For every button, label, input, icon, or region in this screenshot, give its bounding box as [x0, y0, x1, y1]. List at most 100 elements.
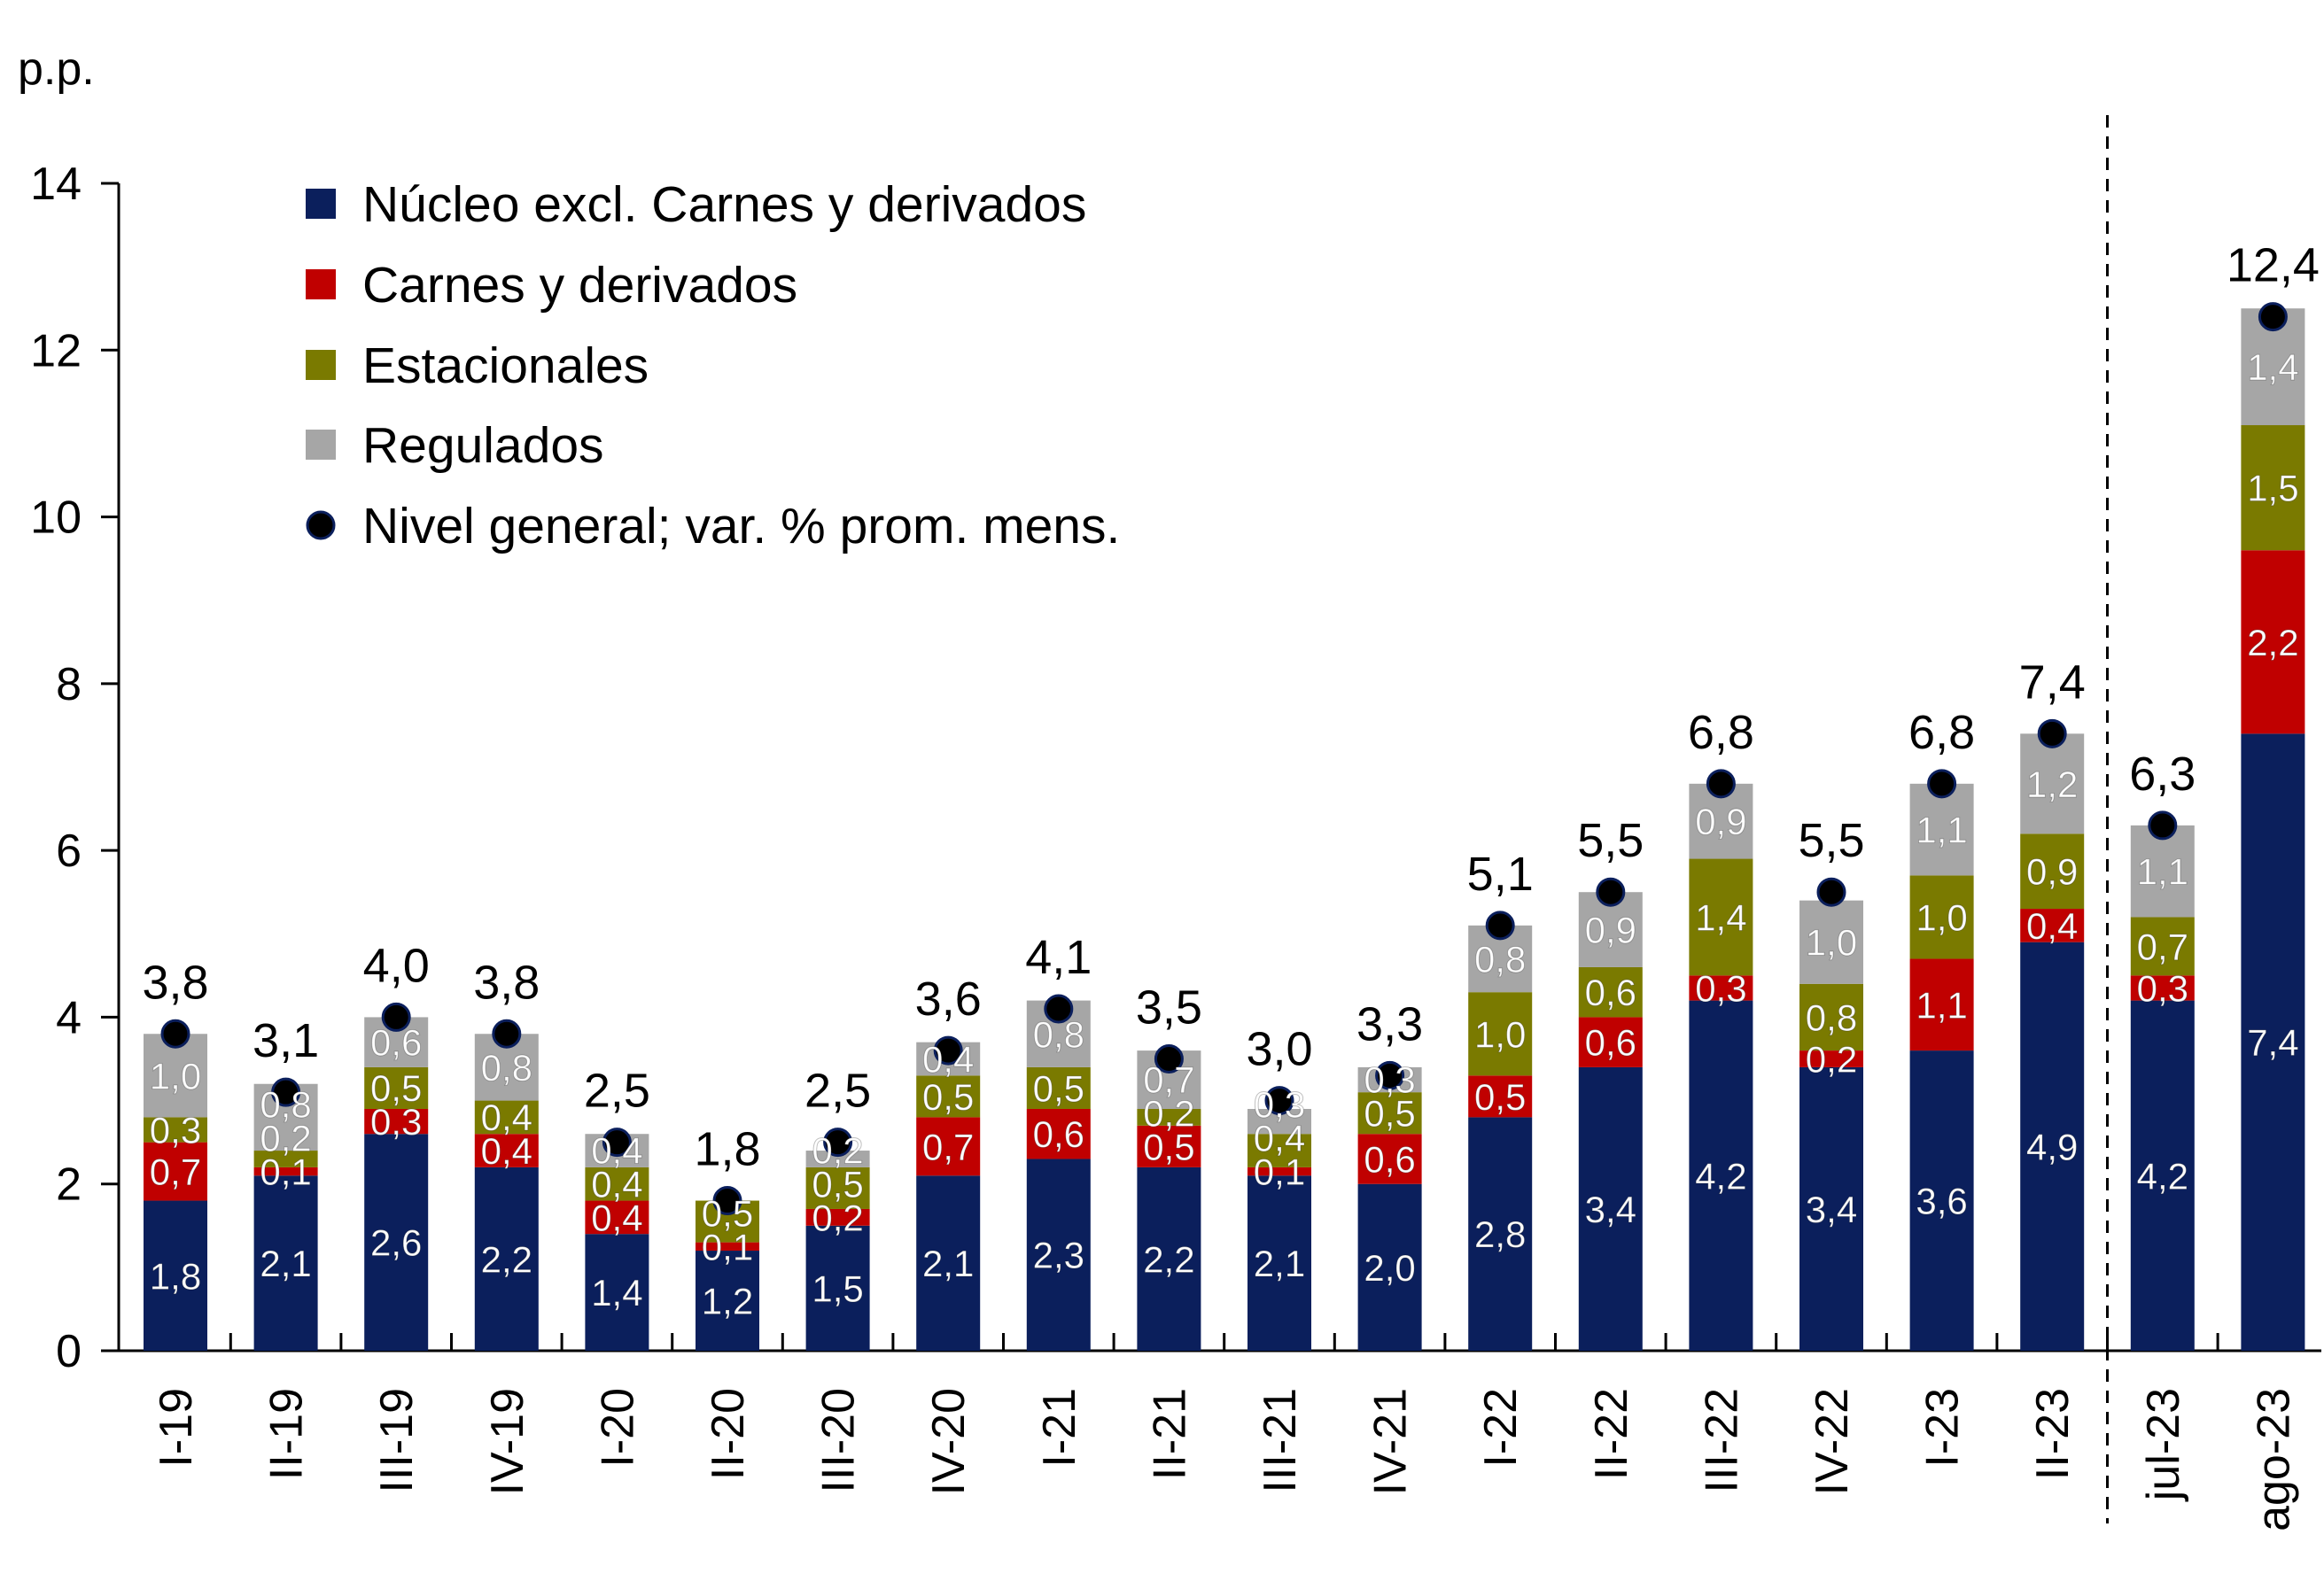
- x-tick-label: III-21: [1255, 1388, 1306, 1493]
- bar-segment: [585, 1234, 649, 1351]
- total-label: 5,5: [1798, 814, 1864, 867]
- bar-segment: [1468, 992, 1533, 1076]
- bar-segment-label: 0,4: [2026, 905, 2078, 947]
- bar-segment: [1137, 1125, 1201, 1167]
- bar-segment-label: 0,3: [1695, 967, 1746, 1009]
- bar-segment-label: 0,7: [150, 1151, 201, 1193]
- total-marker: [2037, 718, 2067, 748]
- bar-segment-label: 0,6: [370, 1022, 422, 1064]
- total-label: 6,3: [2129, 748, 2196, 801]
- bar-segment-label: 2,6: [370, 1222, 422, 1264]
- bar-segment-label: 2,1: [922, 1243, 974, 1284]
- y-axis-label: p.p.: [18, 43, 95, 95]
- x-tick-label: jul-23: [2138, 1388, 2189, 1502]
- bar-segment: [2130, 975, 2195, 1001]
- bar-segment-label: 0,3: [370, 1101, 422, 1143]
- total-marker: [1375, 1060, 1405, 1090]
- bar-segment-label: 0,1: [260, 1151, 311, 1193]
- total-label: 4,1: [1025, 931, 1092, 984]
- bar-segment-label: 0,5: [1474, 1076, 1526, 1118]
- bar-segment: [585, 1200, 649, 1235]
- bar-segment-label: 1,0: [1806, 922, 1857, 964]
- bar-segment: [585, 1167, 649, 1201]
- bar-segment: [2130, 1000, 2195, 1351]
- total-label: 6,8: [1908, 706, 1975, 759]
- bar-segment-label: 0,4: [591, 1129, 642, 1171]
- bar-segment-label: 1,2: [702, 1281, 753, 1322]
- total-label: 6,8: [1688, 706, 1754, 759]
- x-tick-label: IV-21: [1365, 1388, 1417, 1495]
- bar-segment-label: 1,2: [2026, 763, 2078, 805]
- axes: 0 2 4 6 8 10 12 14 I-19 II-19 III-19 IV-19 I-20 II-20…: [30, 115, 2321, 1531]
- bar-segment: [144, 1142, 207, 1201]
- bar-segment: [1247, 1175, 1311, 1351]
- bar-segment-label: 3,6: [1916, 1181, 1967, 1222]
- x-tick-label: I-19: [151, 1388, 202, 1468]
- total-label: 7,4: [2019, 655, 2086, 709]
- total-label: 5,5: [1577, 814, 1644, 867]
- total-label: 3,8: [142, 956, 208, 1009]
- bar-segment: [2241, 550, 2305, 734]
- bar-segment-label: 0,5: [1143, 1126, 1194, 1167]
- bar-segment: [1578, 1017, 1643, 1067]
- y-tick-label: 4: [56, 992, 82, 1043]
- bar-segment-label: 2,2: [481, 1238, 532, 1280]
- total-label: 2,5: [804, 1065, 871, 1118]
- total-label: 3,3: [1356, 997, 1423, 1050]
- x-tick-label: I-21: [1034, 1388, 1085, 1468]
- bar-segment-label: 0,7: [2137, 926, 2188, 967]
- bar-segment-label: 1,0: [1474, 1013, 1526, 1055]
- x-tick-label: II-21: [1144, 1388, 1195, 1480]
- bar-segment: [1909, 875, 1974, 959]
- bar-segment-label: 0,2: [1143, 1092, 1194, 1134]
- total-label: 5,1: [1467, 848, 1534, 901]
- bar-segment: [916, 1075, 981, 1118]
- bar-segment-label: 2,0: [1364, 1247, 1415, 1289]
- bar-segment-label: 0,3: [2137, 967, 2188, 1009]
- bar-segment: [144, 1200, 207, 1351]
- legend-label: Nivel general; var. % prom. mens.: [362, 498, 1120, 554]
- bar-segment-label: 0,5: [370, 1067, 422, 1109]
- bar-segment: [1799, 1050, 1863, 1067]
- bar-segment-label: 1,4: [591, 1272, 642, 1314]
- bars: [144, 302, 2305, 1351]
- bar-segment-label: 7,4: [2247, 1022, 2298, 1064]
- bar-segment-label: 0,6: [1585, 1022, 1636, 1064]
- y-tick-label: 8: [56, 659, 82, 710]
- bar-segment-label: 0,2: [812, 1129, 863, 1171]
- total-marker: [1154, 1044, 1184, 1074]
- x-tick-label: I-23: [1917, 1388, 1969, 1468]
- bar-segment: [1578, 1066, 1643, 1351]
- bar-segment-label: 0,5: [922, 1076, 974, 1118]
- total-marker: [1264, 1086, 1294, 1116]
- bar-segment-label: 0,2: [812, 1197, 863, 1238]
- bar-segment-label: 0,5: [1033, 1067, 1084, 1109]
- bar-segment: [1357, 1183, 1422, 1351]
- bar-segment: [1578, 966, 1643, 1018]
- bar-segment-label: 0,4: [481, 1097, 532, 1138]
- bar-segment: [1689, 1000, 1753, 1351]
- bar-segment: [1357, 1092, 1422, 1135]
- total-marker: [2258, 302, 2288, 332]
- total-marker: [1706, 769, 1736, 799]
- x-tick-label: II-23: [2027, 1388, 2079, 1480]
- bar-segment: [2241, 425, 2305, 551]
- total-marker: [933, 1035, 963, 1066]
- total-label: 4,0: [363, 939, 430, 992]
- total-marker: [712, 1186, 742, 1216]
- bar-segment-label: 4,9: [2026, 1126, 2078, 1167]
- total-marker: [1485, 911, 1515, 941]
- bar-segment-label: 0,9: [2026, 851, 2078, 893]
- total-marker: [160, 1019, 190, 1049]
- bar-segment: [1468, 1075, 1533, 1118]
- x-tick-label: IV-22: [1807, 1388, 1858, 1495]
- bar-segment: [1909, 783, 1974, 876]
- bar-segment: [1799, 983, 1863, 1051]
- bar-segment-label: 0,5: [1364, 1093, 1415, 1135]
- bar-segment-label: 0,3: [150, 1110, 201, 1151]
- legend: Núcleo excl. Carnes y derivados Carnes y …: [306, 176, 1120, 554]
- total-label: 3,5: [1136, 981, 1202, 1035]
- x-tick-label: II-22: [1586, 1388, 1637, 1480]
- bar-segment-label: 0,8: [481, 1047, 532, 1089]
- bar-segment: [1357, 1134, 1422, 1184]
